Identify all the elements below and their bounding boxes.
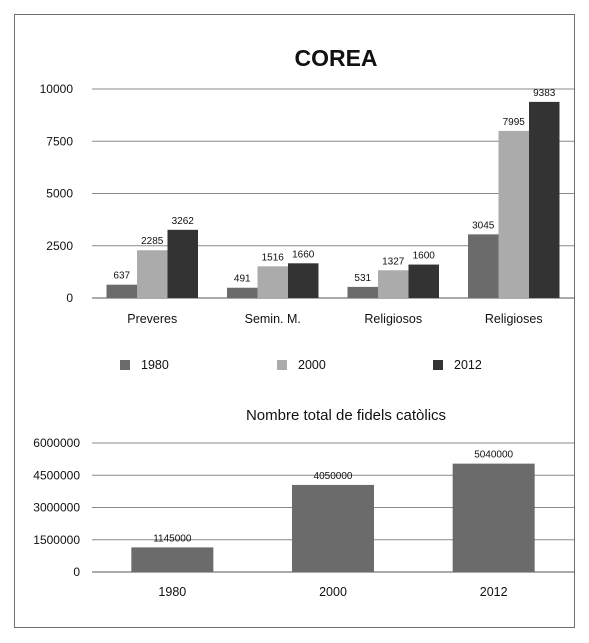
chart1-bar: [106, 284, 137, 298]
chart1-y-tick: 0: [66, 291, 73, 305]
chart1-data-label: 7995: [503, 117, 526, 128]
chart1-category-label: Religioses: [485, 312, 543, 326]
chart1-y-axis: 0 2500 5000 7500 10000: [40, 82, 74, 305]
chart1-data-label: 2285: [141, 236, 164, 247]
chart1-data-label: 1327: [382, 256, 405, 267]
chart1-bar: [347, 286, 378, 298]
chart1-data-label: 3045: [472, 220, 495, 231]
chart1-data-label: 9383: [533, 88, 556, 99]
chart1-y-tick: 5000: [46, 187, 73, 201]
chart1-bar: [378, 270, 409, 298]
chart1-y-tick: 10000: [40, 82, 74, 96]
chart1-legend: 1980 2000 2012: [120, 358, 482, 372]
chart1-bars: [106, 101, 560, 299]
chart1-legend-label: 2012: [454, 358, 482, 372]
chart1-bar: [288, 263, 319, 298]
chart1-data-label: 1516: [262, 252, 285, 263]
chart1-category-label: Preveres: [127, 312, 177, 326]
chart1-bar: [257, 266, 288, 298]
chart1-bar: [498, 130, 529, 298]
chart1-x-axis: Preveres Semin. M. Religiosos Religioses: [127, 312, 542, 326]
chart1-legend-label: 1980: [141, 358, 169, 372]
chart1-data-label: 1660: [292, 249, 315, 260]
chart1-bar: [468, 234, 499, 298]
chart1-legend-swatch: [433, 360, 443, 370]
chart1-legend-swatch: [277, 360, 287, 370]
chart1-title: COREA: [294, 45, 377, 71]
chart1-legend-swatch: [120, 360, 130, 370]
chart1-data-label: 1600: [413, 251, 436, 262]
chart1-y-tick: 2500: [46, 239, 73, 253]
chart1-data-label: 3262: [172, 216, 195, 227]
chart-corea: COREA 0 2500 5000 7500 10000 637 2285 3262 491 1…: [40, 45, 574, 372]
chart1-bar: [167, 229, 198, 298]
chart1-data-label: 491: [234, 274, 251, 285]
chart1-legend-label: 2000: [298, 358, 326, 372]
chart1-bar: [408, 264, 439, 298]
chart1-bar: [529, 101, 560, 299]
chart1-bar: [137, 250, 168, 298]
chart1-data-label: 637: [113, 271, 130, 282]
chart1-data-label: 531: [354, 273, 371, 284]
chart1-bar: [227, 287, 258, 298]
chart1-category-label: Semin. M.: [245, 312, 301, 326]
chart1-category-label: Religiosos: [364, 312, 422, 326]
chart1-y-tick: 7500: [46, 134, 73, 148]
chart1-data-labels: 637 2285 3262 491 1516 1660 531 1327 1600 3045 799…: [113, 88, 555, 285]
